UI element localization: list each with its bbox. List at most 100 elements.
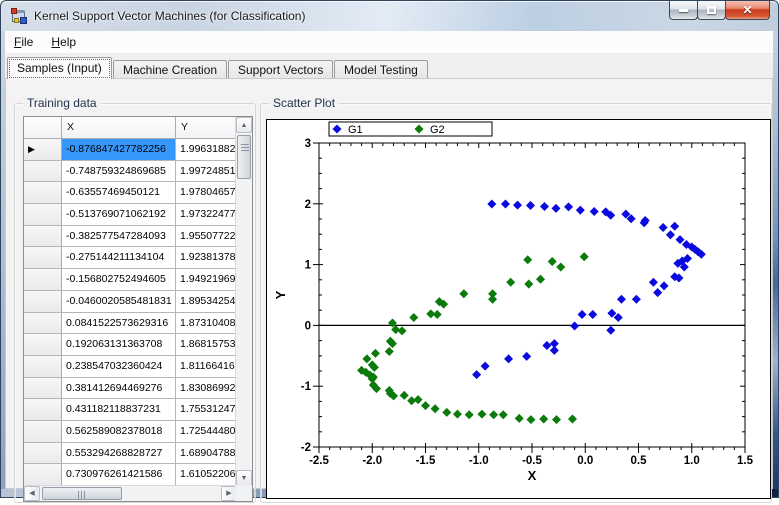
minimize-icon bbox=[679, 9, 688, 12]
grid-cell[interactable]: 1.8308699246168 bbox=[176, 378, 237, 400]
window-controls: ✕ bbox=[670, 1, 770, 20]
menu-item-help[interactable]: Help bbox=[42, 31, 85, 52]
grid-cell[interactable]: -0.513769071062192 bbox=[62, 204, 176, 226]
grid-cell[interactable]: -0.63557469450121 bbox=[62, 182, 176, 204]
grid-cell[interactable]: 1.9492196945100 bbox=[176, 269, 237, 291]
table-row: 0.3814126944692761.8308699246168 bbox=[24, 378, 237, 400]
table-row: 0.5532942688287271.6890478855291 bbox=[24, 443, 237, 465]
grid-cell[interactable]: 0.431182118837231 bbox=[62, 399, 176, 421]
table-row: 0.5625890823780181.7254448058552 bbox=[24, 421, 237, 443]
grid-cell[interactable]: 0.562589082378018 bbox=[62, 421, 176, 443]
row-header[interactable] bbox=[24, 399, 62, 421]
table-row: -0.7487593248696851.9972485141665 bbox=[24, 161, 237, 183]
scroll-down-arrow-icon[interactable]: ▼ bbox=[236, 470, 252, 486]
grid-cell[interactable]: 1.9963188241991 bbox=[176, 139, 237, 161]
training-data-groupbox: Training data X Y ▶-0.8768474277822561.9… bbox=[14, 103, 256, 503]
row-header[interactable] bbox=[24, 204, 62, 226]
svg-text:-1.5: -1.5 bbox=[416, 455, 436, 467]
grid-cell[interactable]: 1.7553124793934 bbox=[176, 399, 237, 421]
chart-legend: G1 G2 bbox=[329, 122, 492, 136]
grid-rows: ▶-0.8768474277822561.9963188241991-0.748… bbox=[24, 139, 237, 486]
tab-support-vectors[interactable]: Support Vectors bbox=[228, 60, 333, 79]
scatter-plot-svg: -2.5-2.0-1.5-1.0-0.50.00.51.01.5-2-10123… bbox=[267, 120, 772, 500]
tab-strip: Samples (Input)Machine CreationSupport V… bbox=[7, 57, 773, 79]
titlebar[interactable]: Kernel Support Vector Machines (for Clas… bbox=[1, 1, 778, 31]
menu-bar: FileHelp bbox=[5, 31, 773, 54]
row-header-current-marker[interactable]: ▶ bbox=[24, 139, 62, 161]
grid-cell[interactable]: -0.156802752494605 bbox=[62, 269, 176, 291]
menu-item-file[interactable]: File bbox=[5, 31, 42, 52]
grid-cell[interactable]: 0.553294268828727 bbox=[62, 443, 176, 465]
grid-cell[interactable]: 0.730976261421586 bbox=[62, 464, 176, 486]
grid-cell[interactable]: -0.876847427782256 bbox=[62, 139, 176, 161]
maximize-button[interactable] bbox=[697, 1, 726, 20]
table-row: 0.08415225736293161.8731040817892 bbox=[24, 313, 237, 335]
row-header[interactable] bbox=[24, 226, 62, 248]
row-header[interactable] bbox=[24, 356, 62, 378]
row-header[interactable] bbox=[24, 247, 62, 269]
grid-cell[interactable]: 0.192063131363708 bbox=[62, 334, 176, 356]
scroll-left-arrow-icon[interactable]: ◀ bbox=[24, 486, 40, 501]
close-button[interactable]: ✕ bbox=[725, 1, 770, 20]
svg-text:G1: G1 bbox=[348, 124, 363, 136]
svg-text:-1: -1 bbox=[301, 381, 312, 393]
svg-text:0.0: 0.0 bbox=[577, 455, 593, 467]
grid-cell[interactable]: -0.275144211134104 bbox=[62, 247, 176, 269]
row-header[interactable] bbox=[24, 161, 62, 183]
grid-horizontal-scrollbar[interactable]: ◀ ▶ bbox=[24, 485, 237, 501]
row-header[interactable] bbox=[24, 421, 62, 443]
grid-cell[interactable]: 1.9550772239073 bbox=[176, 226, 237, 248]
maximize-icon bbox=[707, 6, 716, 14]
grid-cell[interactable]: 0.238547032360424 bbox=[62, 356, 176, 378]
row-header[interactable] bbox=[24, 269, 62, 291]
svg-text:3: 3 bbox=[305, 138, 311, 150]
grid-vertical-scrollbar[interactable]: ▲ ▼ bbox=[235, 117, 252, 486]
row-header[interactable] bbox=[24, 313, 62, 335]
grid-cell[interactable]: 0.0841522573629316 bbox=[62, 313, 176, 335]
grid-column-header-x[interactable]: X bbox=[62, 117, 176, 139]
grid-cell[interactable]: 1.8731040817892 bbox=[176, 313, 237, 335]
row-header[interactable] bbox=[24, 291, 62, 313]
grid-cell[interactable]: 1.9238137888256 bbox=[176, 247, 237, 269]
row-header[interactable] bbox=[24, 378, 62, 400]
vertical-scroll-thumb[interactable] bbox=[237, 135, 251, 179]
row-header[interactable] bbox=[24, 182, 62, 204]
table-row: -0.3825775472840931.9550772239073 bbox=[24, 226, 237, 248]
minimize-button[interactable] bbox=[669, 1, 698, 20]
grid-cell[interactable]: 1.8953425424540 bbox=[176, 291, 237, 313]
grid-cell[interactable]: 0.381412694469276 bbox=[62, 378, 176, 400]
grid-cell[interactable]: 1.6105220635383 bbox=[176, 464, 237, 486]
table-row: -0.5137690710621921.9732247772896 bbox=[24, 204, 237, 226]
svg-text:G2: G2 bbox=[430, 124, 445, 136]
row-header[interactable] bbox=[24, 334, 62, 356]
horizontal-scroll-thumb[interactable] bbox=[42, 487, 122, 500]
grid-cell[interactable]: -0.382577547284093 bbox=[62, 226, 176, 248]
row-header[interactable] bbox=[24, 443, 62, 465]
grid-cell[interactable]: 1.7254448058552 bbox=[176, 421, 237, 443]
tab-model-testing[interactable]: Model Testing bbox=[334, 60, 428, 79]
svg-text:X: X bbox=[528, 468, 537, 483]
tab-samples-input[interactable]: Samples (Input) bbox=[7, 57, 112, 79]
tab-machine-creation[interactable]: Machine Creation bbox=[113, 60, 227, 79]
grid-column-header-y[interactable]: Y bbox=[176, 117, 237, 139]
grid-header-row: X Y bbox=[24, 117, 237, 139]
window-title: Kernel Support Vector Machines (for Clas… bbox=[34, 9, 305, 23]
grid-cell[interactable]: 1.9972485141665 bbox=[176, 161, 237, 183]
scatter-plot-chart[interactable]: -2.5-2.0-1.5-1.0-0.50.00.51.01.5-2-10123… bbox=[266, 119, 771, 499]
row-header[interactable] bbox=[24, 464, 62, 486]
scatter-plot-groupbox: Scatter Plot -2.5-2.0-1.5-1.0-0.50.00.51… bbox=[260, 103, 772, 503]
grid-cell[interactable]: 1.6890478855291 bbox=[176, 443, 237, 465]
grid-cell[interactable]: -0.0460020585481831 bbox=[62, 291, 176, 313]
training-data-grid: X Y ▶-0.8768474277822561.9963188241991-0… bbox=[23, 116, 253, 502]
svg-text:0: 0 bbox=[305, 320, 311, 332]
scroll-up-arrow-icon[interactable]: ▲ bbox=[236, 117, 252, 133]
grid-cell[interactable]: 1.8116641653633 bbox=[176, 356, 237, 378]
grid-corner-header[interactable] bbox=[24, 117, 62, 139]
grid-cell[interactable]: 1.9780465788583 bbox=[176, 182, 237, 204]
svg-text:1.5: 1.5 bbox=[737, 455, 754, 467]
svg-text:-1.0: -1.0 bbox=[469, 455, 489, 467]
grid-cell[interactable]: -0.748759324869685 bbox=[62, 161, 176, 183]
grid-cell[interactable]: 1.8681575322530 bbox=[176, 334, 237, 356]
grid-cell[interactable]: 1.9732247772896 bbox=[176, 204, 237, 226]
table-row: -0.04600205854818311.8953425424540 bbox=[24, 291, 237, 313]
